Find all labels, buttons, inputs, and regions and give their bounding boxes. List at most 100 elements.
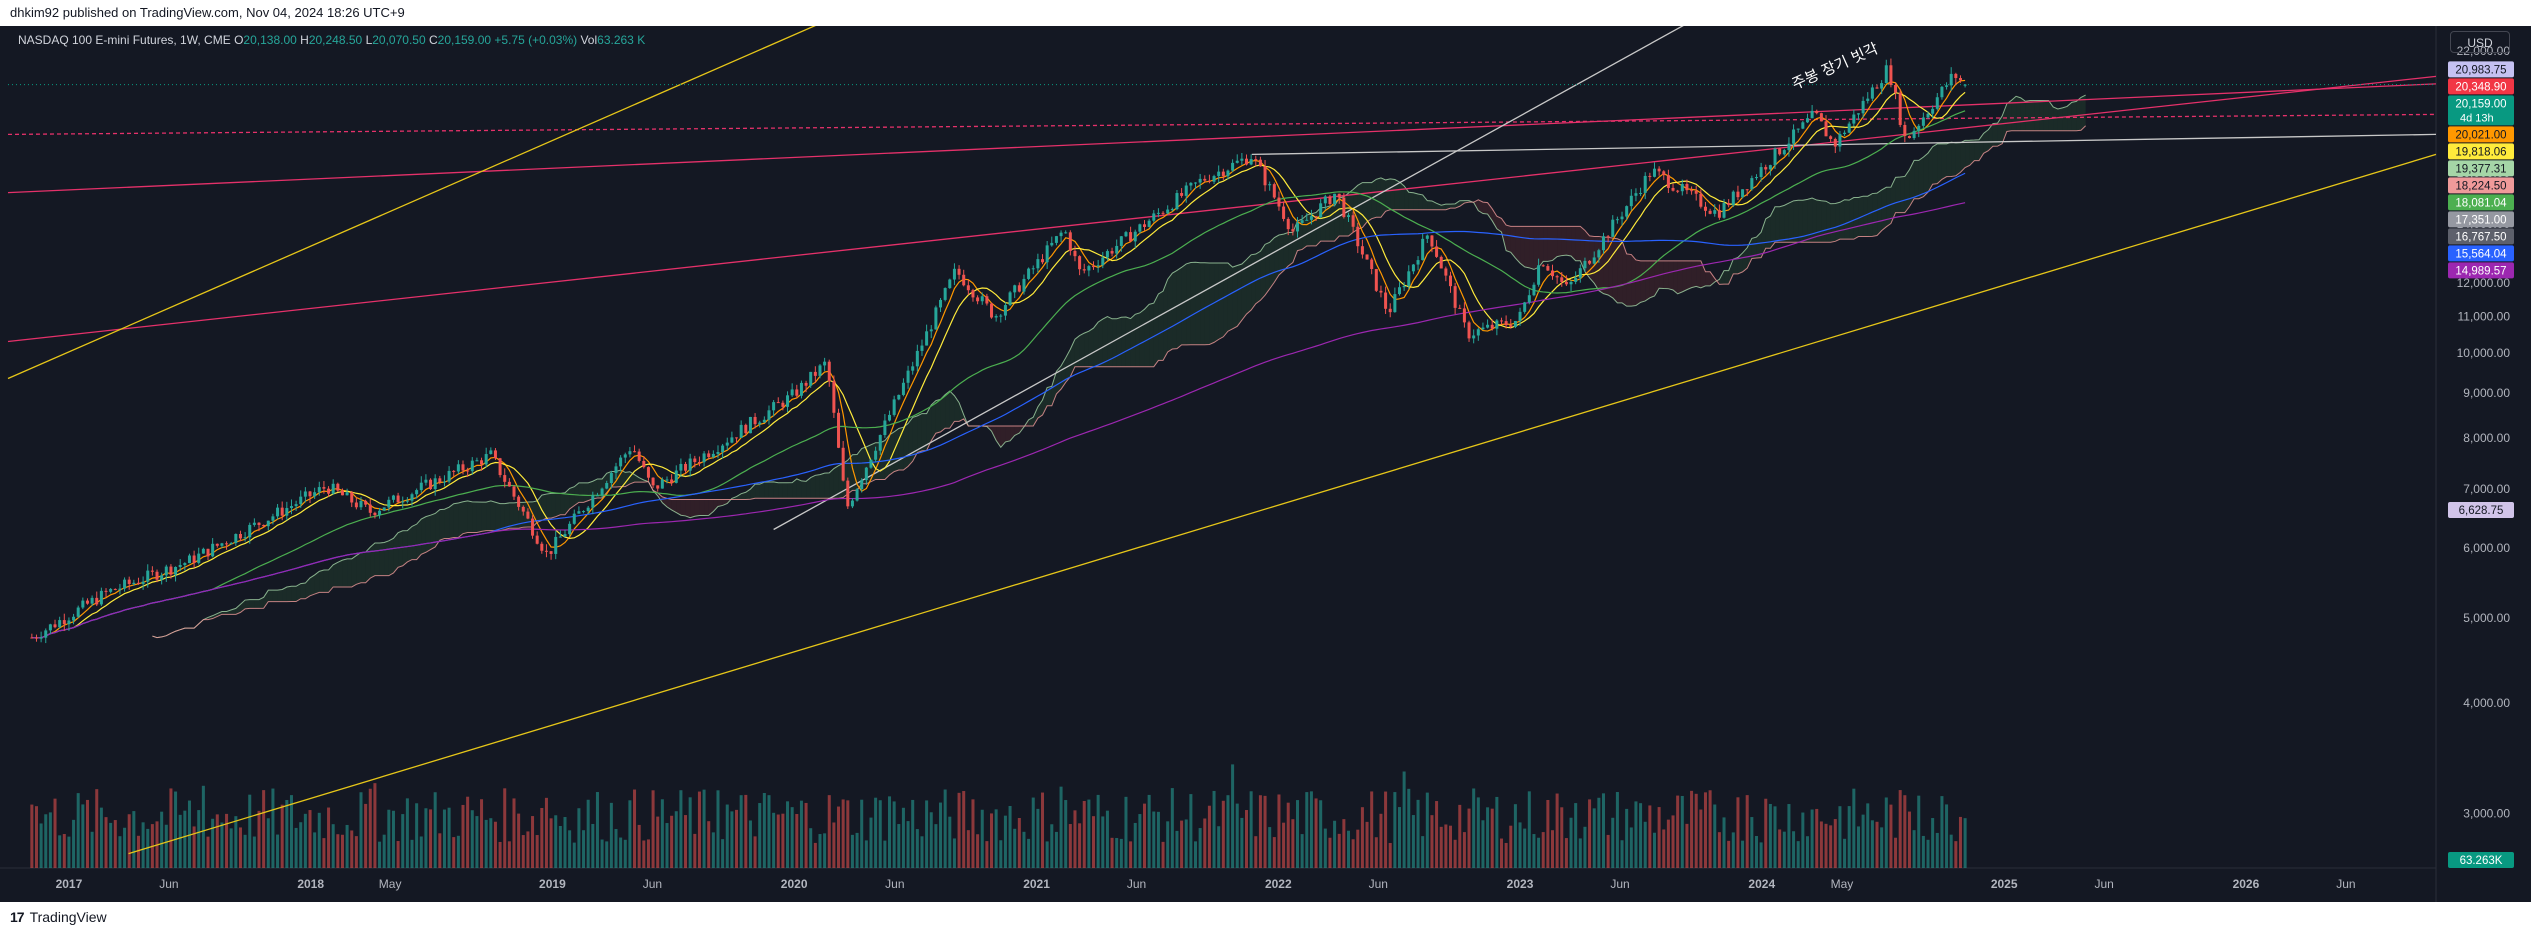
volume-bar — [744, 794, 748, 868]
volume-bar — [911, 799, 915, 868]
cloud-segment — [1255, 251, 1261, 304]
candle-body — [744, 424, 748, 434]
currency-button[interactable]: USD — [2450, 31, 2510, 53]
volume-bar — [860, 799, 864, 868]
low-label: L — [365, 33, 373, 47]
candle-body — [1435, 246, 1439, 257]
change-value: +5.75 (+0.03%) — [494, 33, 578, 47]
cloud-segment — [296, 583, 301, 602]
cloud-segment — [541, 494, 547, 521]
volume-bar — [1138, 814, 1142, 868]
candle-body — [1852, 114, 1856, 124]
volume-bar — [1833, 819, 1837, 868]
candle-body — [577, 511, 581, 514]
volume-bar — [697, 791, 701, 868]
volume-bar — [466, 796, 470, 868]
candle-body — [1156, 212, 1160, 214]
candle-body — [646, 467, 650, 478]
cloud-segment — [1654, 260, 1660, 296]
candle-body — [327, 488, 331, 494]
candle-body — [572, 513, 576, 524]
volume-bar — [1787, 804, 1791, 868]
candle-body — [544, 550, 548, 552]
cloud-segment — [1529, 226, 1534, 270]
cloud-segment — [221, 611, 227, 615]
volume-bar — [248, 794, 252, 868]
cloud-segment — [699, 499, 705, 516]
cloud-segment — [333, 562, 338, 587]
volume-bar — [313, 832, 317, 868]
cloud-segment — [1074, 335, 1080, 367]
candle-body — [906, 370, 910, 383]
candle-body — [1884, 65, 1888, 84]
volume-bar — [1662, 829, 1666, 868]
volume-bar — [266, 818, 270, 868]
cloud-segment — [2020, 97, 2026, 131]
volume-bar — [1054, 831, 1058, 868]
candle-body — [850, 500, 854, 507]
volume-bar — [109, 822, 113, 868]
cloud-segment — [1427, 200, 1432, 210]
cloud-segment — [1677, 260, 1683, 294]
time-axis[interactable]: 2017 Jun 2018 May 2019 Jun 2020 Jun 2021 Jun 2022 J… — [56, 877, 2356, 891]
cloud-segment — [741, 492, 746, 500]
volume-bar — [804, 802, 808, 868]
candle-body — [1003, 305, 1007, 316]
volume-bar — [345, 824, 349, 868]
volume-bar — [1527, 791, 1531, 868]
chart-background — [0, 26, 2531, 902]
volume-bar — [442, 809, 446, 868]
candle-body — [827, 361, 831, 382]
price-label-text: 20,983.75 — [2455, 64, 2506, 76]
symbol-legend[interactable]: NASDAQ 100 E-mini Futures, 1W, CME O20,1… — [18, 33, 645, 47]
candle-body — [1068, 232, 1072, 251]
volume-bar — [1147, 794, 1151, 868]
volume-bar — [1778, 829, 1782, 868]
volume-bar — [892, 801, 896, 868]
candle-body — [1124, 232, 1128, 237]
cloud-segment — [778, 482, 783, 499]
cloud-segment — [1269, 237, 1275, 289]
volume-bar — [1300, 834, 1304, 868]
cloud-segment — [1909, 160, 1915, 207]
tradingview-logo[interactable]: 17 — [10, 908, 25, 925]
time-tick-label: Jun — [159, 877, 178, 891]
volume-bar — [327, 807, 331, 868]
candle-body — [452, 470, 456, 472]
candle-body — [1597, 250, 1601, 258]
open-value: 20,138.00 — [243, 33, 297, 47]
volume-bar — [90, 831, 94, 868]
time-tick-label: 2024 — [1748, 877, 1775, 891]
candle-body — [364, 500, 368, 505]
volume-bar — [1217, 826, 1221, 868]
candle-body — [716, 452, 720, 454]
volume-bar — [1866, 803, 1870, 868]
volume-bar — [1110, 837, 1114, 868]
candle-body — [512, 486, 516, 497]
candle-body — [1657, 168, 1661, 172]
price-chart[interactable]: 주봉 장기 빗각 2017 Jun 2018 May 2019 Jun 2020 Jun 202… — [0, 26, 2531, 902]
volume-bar — [220, 822, 224, 868]
candle-body — [461, 464, 465, 471]
volume-bar — [609, 802, 613, 868]
volume-bar — [229, 828, 233, 868]
volume-bar — [331, 824, 335, 868]
candle-body — [628, 451, 632, 455]
tradingview-brand[interactable]: TradingView — [29, 908, 107, 925]
candle-body — [990, 303, 994, 318]
price-label-box — [2448, 61, 2514, 78]
candle-body — [999, 315, 1003, 317]
candle-body — [1880, 83, 1884, 89]
volume-bar — [1940, 796, 1944, 868]
candle-body — [1671, 187, 1675, 191]
cloud-segment — [1334, 198, 1340, 242]
volume-bar — [1921, 835, 1925, 868]
candle-body — [688, 458, 692, 471]
candle-body — [498, 458, 502, 476]
candle-body — [489, 450, 493, 455]
candle-body — [1235, 160, 1239, 163]
cloud-segment — [773, 481, 779, 499]
candle-body — [1467, 322, 1471, 339]
volume-bar — [169, 788, 173, 868]
candle-body — [665, 479, 669, 481]
